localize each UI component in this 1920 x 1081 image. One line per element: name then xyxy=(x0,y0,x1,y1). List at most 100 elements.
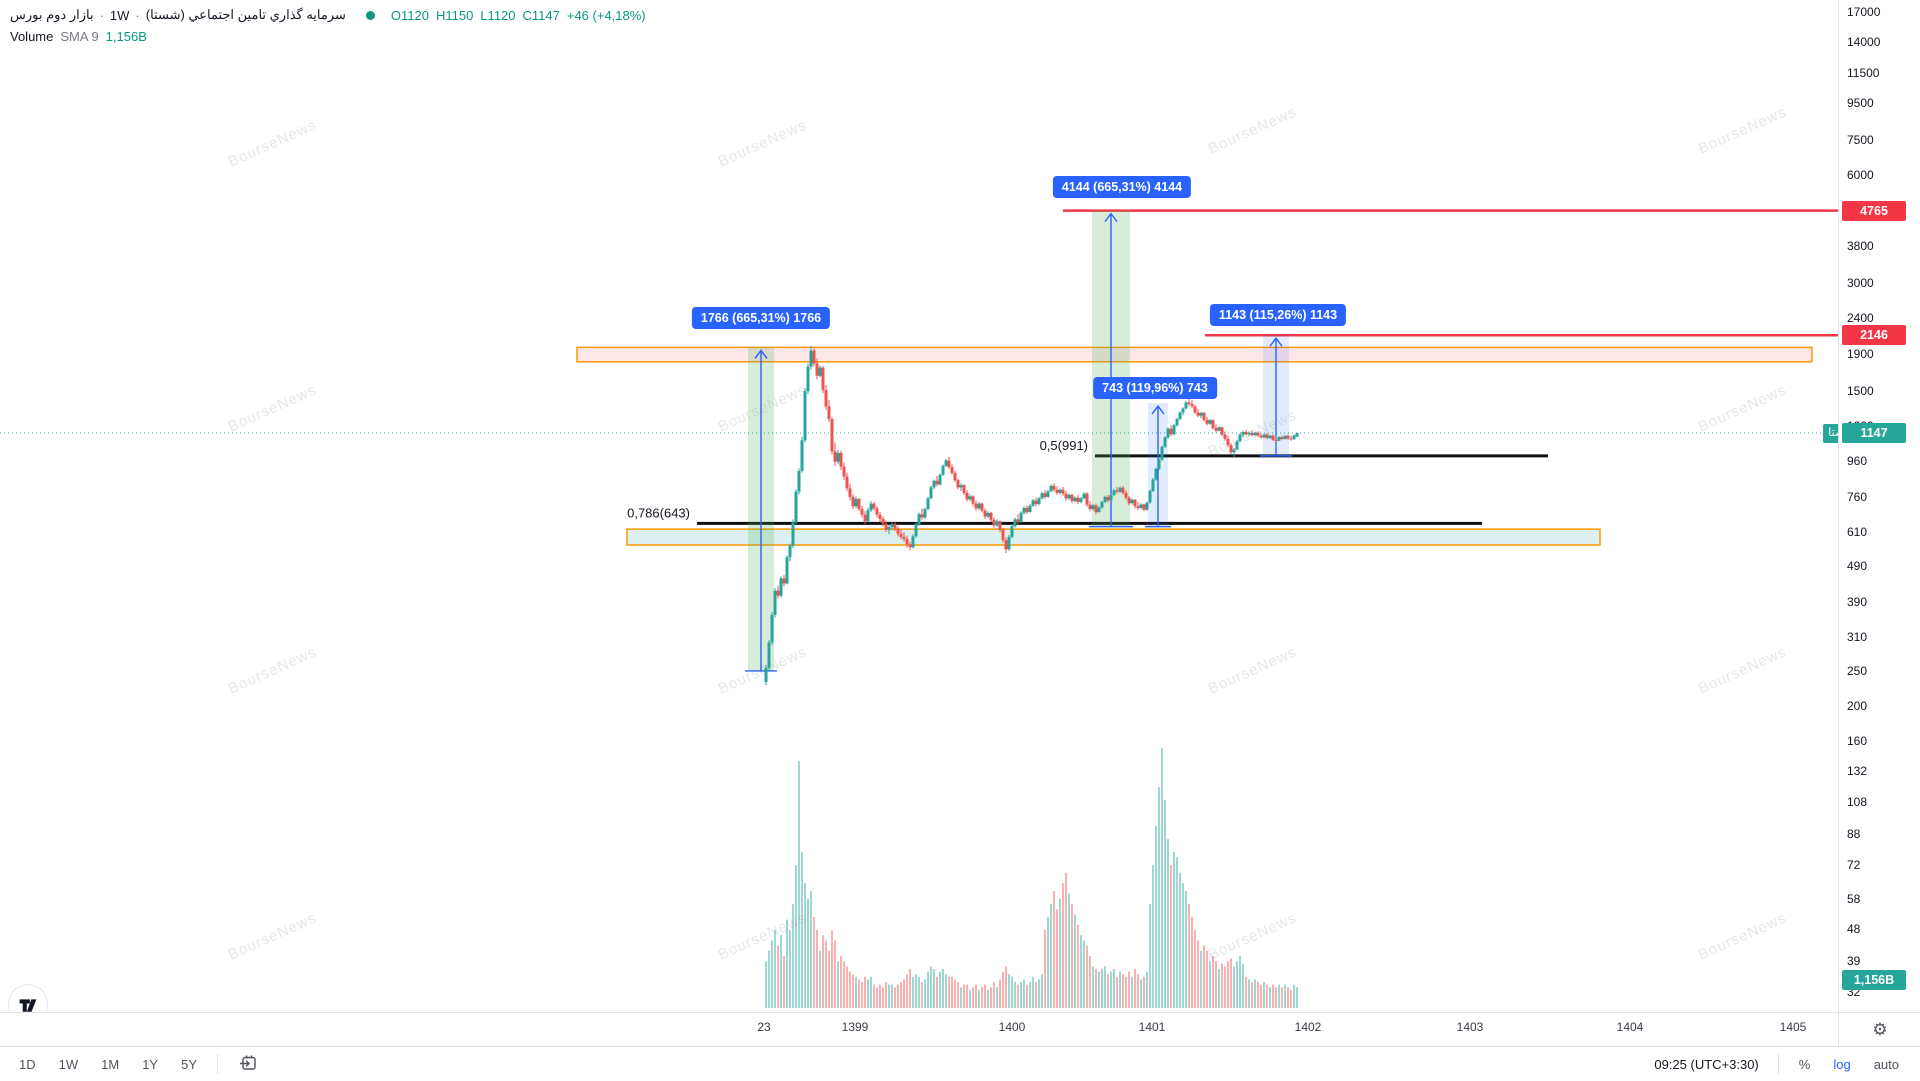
volume-bar xyxy=(1161,748,1163,1008)
candle-body xyxy=(809,350,813,367)
volume-bar xyxy=(984,984,986,1008)
candle-body xyxy=(1247,432,1251,435)
candle-body xyxy=(1163,437,1167,447)
range-1d[interactable]: 1D xyxy=(19,1056,36,1072)
candle-body xyxy=(857,498,861,510)
volume-bar xyxy=(870,976,872,1008)
candle-body xyxy=(1262,434,1266,438)
measurement-badge: 4144 (665,31%) 4144 xyxy=(1052,176,1192,198)
volume-bar xyxy=(1116,976,1118,1008)
volume-bar xyxy=(930,966,932,1008)
candle-body xyxy=(1106,496,1110,501)
demand-zone[interactable] xyxy=(626,528,1601,546)
toolbar-divider xyxy=(217,1054,218,1074)
candle-body xyxy=(887,527,891,530)
candle-body xyxy=(1175,418,1179,426)
candle-body xyxy=(800,440,804,471)
candle-body xyxy=(908,544,912,548)
candle-body xyxy=(791,522,795,546)
chart-area[interactable]: BourseNews BourseNews BourseNews BourseNews… xyxy=(0,0,1838,1012)
supply-zone[interactable] xyxy=(576,346,1813,363)
volume-bar xyxy=(897,984,899,1008)
volume-bar xyxy=(1278,984,1280,1008)
candle-body xyxy=(797,470,801,492)
time-tick: 1401 xyxy=(1138,1020,1166,1034)
volume-bar xyxy=(1239,956,1241,1008)
volume-bar xyxy=(1197,940,1199,1008)
candle-body xyxy=(1232,449,1236,453)
price-axis-badge: 2146 xyxy=(1842,325,1906,346)
range-1w[interactable]: 1W xyxy=(58,1056,79,1072)
auto-scale-button[interactable]: auto xyxy=(1873,1056,1899,1072)
candle-body xyxy=(917,514,921,525)
candle-body xyxy=(830,418,834,452)
axis-settings-corner[interactable]: ⚙ xyxy=(1838,1012,1920,1047)
candle-body xyxy=(782,578,786,584)
range-5y[interactable]: 5Y xyxy=(181,1056,197,1072)
candle-body xyxy=(827,406,831,419)
symbol-name[interactable]: سرمايه گذاري تامين اجتماعي (شستا) xyxy=(145,7,346,22)
gear-icon[interactable]: ⚙ xyxy=(1872,1020,1888,1039)
candle-body xyxy=(1022,507,1026,513)
volume-bar xyxy=(765,961,767,1008)
candle-body xyxy=(806,366,810,392)
tradingview-logo-glyph xyxy=(19,999,37,1012)
candle-body xyxy=(998,521,1002,530)
candle-body xyxy=(1286,435,1290,439)
volume-bar xyxy=(927,971,929,1008)
candle-body xyxy=(899,533,903,537)
go-to-date-button[interactable] xyxy=(231,1050,265,1079)
candle-body xyxy=(896,528,900,534)
volume-bar xyxy=(1275,987,1277,1008)
candle-body xyxy=(911,536,915,548)
price-tick: 3000 xyxy=(1847,275,1874,290)
volume-bar xyxy=(921,982,923,1008)
candle-body xyxy=(839,452,843,467)
volume-label: Volume xyxy=(10,29,54,44)
candle-body xyxy=(866,510,870,522)
price-chart-svg[interactable]: 0,5(991) 0,786(643) xyxy=(0,0,1838,1012)
timeframe-label[interactable]: 1W xyxy=(109,7,130,23)
percent-scale-button[interactable]: % xyxy=(1798,1056,1811,1072)
volume-axis-badge: 1,156B xyxy=(1842,970,1906,990)
candle-body xyxy=(1268,435,1272,438)
range-1y[interactable]: 1Y xyxy=(142,1056,159,1072)
volume-bar xyxy=(1182,883,1184,1008)
price-axis[interactable]: 17000 14000 11500 9500 7500 6000 3800 3000 2400 1… xyxy=(1838,0,1920,1012)
candle-body xyxy=(962,485,966,493)
price-tick: 7500 xyxy=(1847,132,1874,147)
tradingview-logo[interactable] xyxy=(8,984,48,1012)
candle-body xyxy=(1217,427,1221,431)
candle-body xyxy=(1040,493,1044,499)
candle-body xyxy=(836,452,840,462)
bottom-toolbar: 1D 1W 1M 1Y 5Y 09:25 (UTC+3:30) % log au… xyxy=(0,1046,1920,1081)
close-value: C1147 xyxy=(522,7,560,23)
candle-body xyxy=(1013,519,1017,527)
volume-bar xyxy=(1008,974,1010,1008)
volume-bar xyxy=(867,979,869,1008)
candle-body xyxy=(1127,497,1131,504)
volume-bar xyxy=(954,979,956,1008)
time-tick: 1400 xyxy=(998,1020,1026,1034)
clock-label[interactable]: 09:25 (UTC+3:30) xyxy=(1654,1056,1759,1072)
candle-body xyxy=(1187,402,1191,404)
volume-bar xyxy=(999,979,1001,1008)
range-1m[interactable]: 1M xyxy=(101,1056,120,1072)
volume-bar xyxy=(1155,826,1157,1008)
volume-bar xyxy=(1023,979,1025,1008)
log-scale-button[interactable]: log xyxy=(1833,1056,1851,1072)
candle-body xyxy=(1223,434,1227,439)
candle-body xyxy=(902,536,906,540)
volume-bar xyxy=(792,904,794,1008)
time-axis[interactable]: 23 1399 1400 1401 1402 1403 1404 1405 xyxy=(0,1012,1838,1047)
volume-bar xyxy=(1077,924,1079,1008)
volume-bar xyxy=(1017,984,1019,1008)
candle-body xyxy=(926,498,930,510)
volume-bar xyxy=(1056,909,1058,1008)
volume-bar xyxy=(1038,979,1040,1008)
price-tick: 48 xyxy=(1847,921,1861,936)
candle-body xyxy=(1103,496,1107,502)
volume-bar xyxy=(1089,956,1091,1008)
volume-bar xyxy=(789,930,791,1008)
candle-body xyxy=(950,467,954,474)
